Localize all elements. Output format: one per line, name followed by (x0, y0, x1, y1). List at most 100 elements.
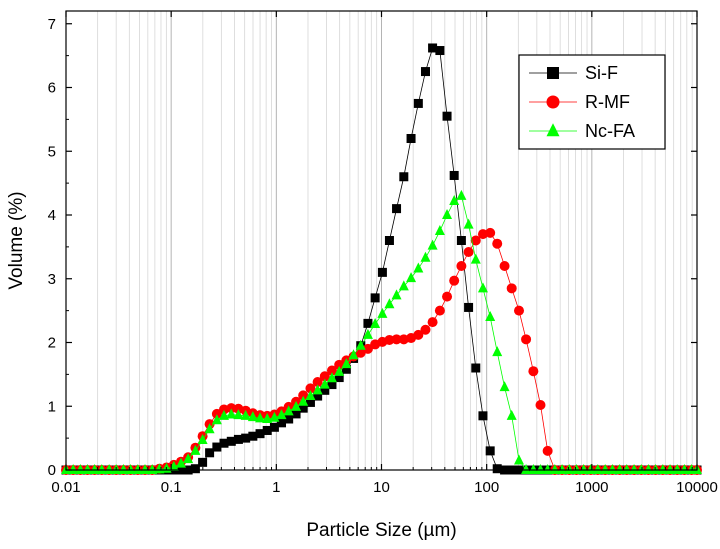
data-point-si-f (198, 457, 208, 467)
data-point-nc-fa (549, 464, 560, 474)
grid-lines (65, 11, 693, 470)
data-point-si-f (392, 204, 402, 214)
data-point-si-f (485, 446, 495, 456)
data-point-si-f (241, 433, 251, 443)
data-point-nc-fa (154, 463, 165, 474)
data-point-si-f (406, 134, 416, 143)
data-point-nc-fa (521, 464, 532, 474)
data-point-nc-fa (219, 409, 230, 420)
data-point-si-f (327, 380, 337, 390)
data-point-nc-fa (240, 409, 251, 420)
data-point-nc-fa (391, 289, 402, 300)
data-point-si-f (449, 170, 459, 180)
data-point-nc-fa (341, 358, 352, 369)
data-point-r-mf (434, 305, 445, 316)
data-point-si-f (233, 434, 243, 444)
data-point-nc-fa (276, 409, 287, 420)
data-point-nc-fa (614, 464, 625, 474)
data-point-r-mf (521, 334, 532, 345)
data-point-nc-fa (291, 400, 302, 411)
data-point-nc-fa (204, 423, 215, 434)
data-point-nc-fa (463, 218, 474, 229)
x-tick-label: 10000 (676, 479, 718, 496)
x-tick-label: 0.1 (161, 479, 182, 496)
data-point-r-mf (362, 343, 373, 354)
data-point-r-mf (211, 408, 222, 419)
data-point-nc-fa (96, 464, 107, 474)
data-point-nc-fa (629, 464, 640, 474)
data-point-nc-fa (255, 412, 266, 423)
legend-marker-si-f (547, 67, 559, 79)
data-point-nc-fa (578, 464, 589, 474)
data-point-nc-fa (147, 464, 158, 474)
data-point-nc-fa (657, 464, 668, 474)
data-point-r-mf (449, 275, 460, 286)
data-point-si-f (456, 236, 466, 245)
data-point-nc-fa (197, 434, 208, 445)
data-point-r-mf (334, 359, 345, 370)
data-point-nc-fa (492, 346, 503, 357)
data-point-nc-fa (319, 378, 330, 389)
data-point-nc-fa (636, 464, 647, 474)
data-point-nc-fa (125, 464, 136, 474)
data-point-si-f (190, 464, 200, 474)
data-point-nc-fa (542, 464, 553, 474)
data-point-si-f (284, 414, 294, 424)
data-point-nc-fa (183, 453, 194, 464)
data-point-si-f (320, 385, 330, 395)
data-point-si-f (226, 436, 236, 446)
data-point-nc-fa (398, 280, 409, 291)
y-tick-label: 3 (48, 271, 56, 288)
data-point-nc-fa (211, 414, 222, 425)
data-point-r-mf (413, 329, 424, 340)
y-tick-label: 4 (48, 207, 56, 224)
data-point-nc-fa (89, 464, 100, 474)
data-point-r-mf (542, 445, 553, 456)
data-point-nc-fa (535, 464, 546, 474)
data-point-nc-fa (190, 444, 201, 455)
y-tick-label: 5 (48, 143, 56, 160)
data-point-r-mf (427, 317, 438, 328)
x-tick-label: 0.01 (51, 479, 80, 496)
y-tick-label: 2 (48, 335, 56, 352)
x-tick-label: 100 (474, 479, 499, 496)
data-point-r-mf (506, 283, 517, 294)
data-point-r-mf (420, 324, 431, 335)
data-point-nc-fa (621, 464, 632, 474)
data-point-r-mf (456, 261, 467, 271)
data-point-nc-fa (283, 405, 294, 416)
data-point-nc-fa (470, 253, 481, 264)
axis-ticks: 0.01 0.1 1 10 100 1000 10000 0 1 2 3 4 5 6 7 (48, 11, 718, 496)
data-point-nc-fa (262, 413, 273, 423)
data-point-nc-fa (247, 411, 258, 422)
data-point-nc-fa (75, 464, 86, 474)
data-point-nc-fa (514, 454, 525, 465)
data-point-r-mf (298, 390, 309, 401)
data-point-si-f (205, 448, 215, 458)
data-point-r-mf (305, 383, 316, 394)
data-point-nc-fa (571, 464, 582, 474)
data-point-si-f (471, 363, 481, 373)
data-point-si-f (334, 373, 344, 383)
data-point-nc-fa (607, 464, 618, 474)
data-point-si-f (248, 431, 258, 441)
x-axis-title: Particle Size (µm) (306, 520, 456, 541)
data-point-r-mf (499, 261, 510, 271)
data-point-r-mf (528, 366, 539, 377)
data-point-si-f (298, 403, 308, 413)
data-point-nc-fa (298, 395, 309, 406)
data-point-nc-fa (442, 209, 453, 219)
data-point-nc-fa (485, 311, 496, 321)
data-point-nc-fa (477, 282, 488, 293)
data-point-si-f (219, 438, 229, 448)
data-point-si-f (413, 98, 423, 108)
data-point-nc-fa (312, 384, 323, 395)
data-point-nc-fa (413, 262, 424, 273)
data-point-nc-fa (104, 464, 115, 474)
data-point-si-f (464, 302, 474, 312)
data-point-r-mf (514, 305, 525, 316)
data-point-r-mf (463, 246, 474, 257)
data-point-nc-fa (362, 328, 373, 339)
y-tick-label: 7 (48, 16, 56, 33)
